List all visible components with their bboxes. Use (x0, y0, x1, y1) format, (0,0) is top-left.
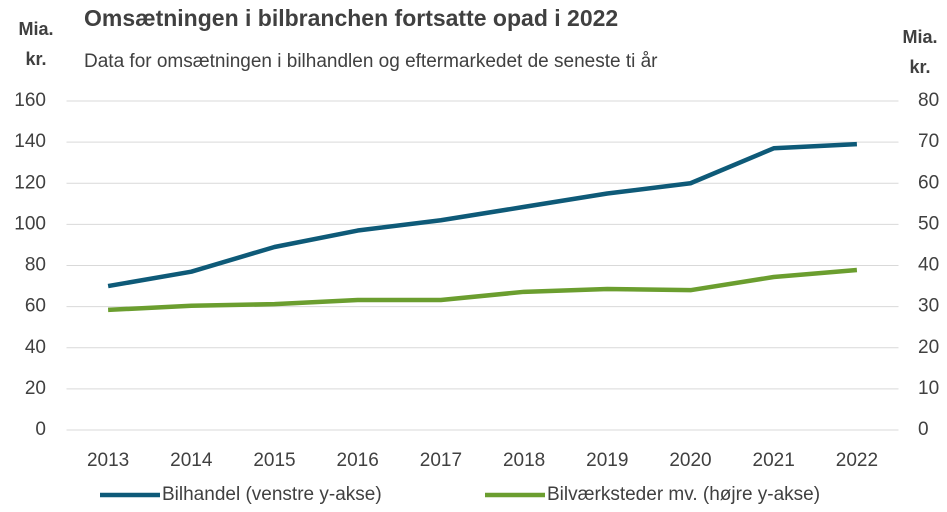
y2-axis-label: kr. (909, 57, 930, 77)
x-tick-label: 2018 (503, 450, 545, 471)
chart-subtitle: Data for omsætningen i bilhandlen og eft… (84, 51, 658, 72)
y-tick-label: 160 (14, 90, 46, 111)
y-tick-label: 140 (14, 131, 46, 152)
y2-tick-label: 20 (918, 337, 939, 358)
x-tick-label: 2014 (170, 450, 213, 471)
y-axis-label: Mia. (18, 19, 53, 39)
y2-tick-label: 80 (918, 90, 939, 111)
y2-tick-label: 10 (918, 378, 939, 399)
x-tick-label: 2017 (420, 450, 462, 471)
y-tick-label: 100 (14, 213, 46, 234)
legend-label: Bilværksteder mv. (højre y-akse) (547, 484, 820, 505)
chart-title: Omsætningen i bilbranchen fortsatte opad… (84, 5, 618, 31)
y-tick-label: 40 (25, 337, 46, 358)
x-tick-label: 2016 (337, 450, 379, 471)
legend-label: Bilhandel (venstre y-akse) (162, 484, 382, 505)
x-tick-label: 2019 (586, 450, 628, 471)
y2-tick-label: 50 (918, 213, 939, 234)
x-tick-label: 2021 (753, 450, 795, 471)
y-tick-label: 0 (35, 419, 46, 440)
y2-tick-label: 30 (918, 296, 939, 317)
y-tick-label: 120 (14, 172, 46, 193)
series-line (107, 267, 858, 313)
y-tick-label: 80 (25, 255, 46, 276)
x-tick-label: 2020 (669, 450, 711, 471)
series-line (107, 141, 858, 289)
y2-tick-label: 0 (918, 419, 929, 440)
y-axis-label: kr. (25, 49, 46, 69)
y-tick-label: 20 (25, 378, 46, 399)
x-tick-label: 2022 (836, 450, 878, 471)
x-tick-label: 2015 (253, 450, 295, 471)
y2-tick-label: 40 (918, 255, 939, 276)
y2-tick-label: 70 (918, 131, 939, 152)
y2-axis-label: Mia. (902, 27, 937, 47)
y2-tick-label: 60 (918, 172, 939, 193)
x-tick-label: 2013 (87, 450, 129, 471)
y-tick-label: 60 (25, 296, 46, 317)
